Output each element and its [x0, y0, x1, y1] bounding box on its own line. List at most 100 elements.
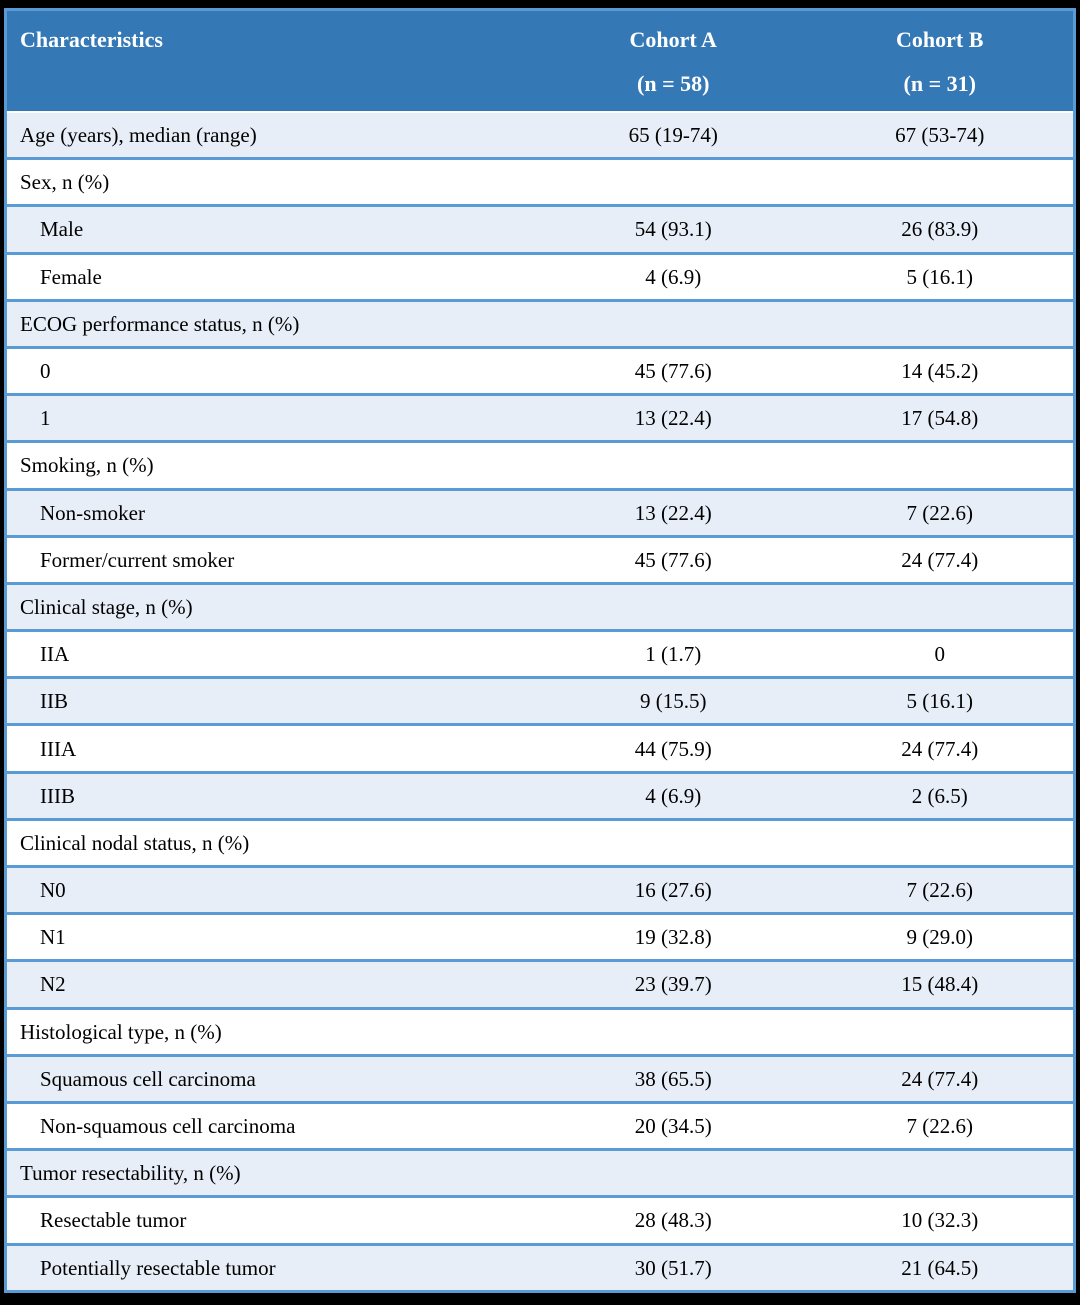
row-label: Clinical stage, n (%) [7, 581, 540, 631]
row-label: Tumor resectability, n (%) [7, 1148, 540, 1197]
table-row: Sex, n (%) [7, 157, 1073, 206]
cohort-b-value [806, 817, 1073, 867]
table-row: Resectable tumor 28 (48.3) 10 (32.3) [7, 1195, 1073, 1244]
cohort-b-value: 10 (32.3) [806, 1195, 1073, 1244]
table-row: Histological type, n (%) [7, 1006, 1073, 1056]
cohort-a-value: 65 (19-74) [540, 112, 807, 159]
cohort-a-value [540, 817, 807, 867]
characteristics-label: Characteristics [20, 27, 163, 52]
cohort-b-value [806, 581, 1073, 631]
row-label: IIIB [7, 770, 540, 820]
cohort-a-value: 30 (51.7) [540, 1242, 807, 1290]
cohort-a-n: (n = 58) [637, 71, 710, 96]
cohort-a-value [540, 157, 807, 206]
cohort-b-value: 26 (83.9) [806, 204, 1073, 254]
cohort-a-value: 38 (65.5) [540, 1053, 807, 1103]
row-label: Clinical nodal status, n (%) [7, 817, 540, 867]
table-row: Non-squamous cell carcinoma 20 (34.5) 7 … [7, 1100, 1073, 1150]
table-border: Characteristics Cohort A (n = 58) Cohort… [4, 8, 1076, 1293]
cohort-b-value: 5 (16.1) [806, 676, 1073, 725]
table-row: Female 4 (6.9) 5 (16.1) [7, 251, 1073, 301]
cohort-b-name: Cohort B [896, 27, 984, 52]
cohort-a-value: 44 (75.9) [540, 723, 807, 773]
row-label: 1 [7, 393, 540, 442]
cohort-a-value [540, 581, 807, 631]
cohort-b-value: 7 (22.6) [806, 1100, 1073, 1150]
row-label: N0 [7, 864, 540, 914]
cohort-a-value: 1 (1.7) [540, 629, 807, 678]
cohort-b-value: 2 (6.5) [806, 770, 1073, 820]
row-label: 0 [7, 345, 540, 395]
cohort-b-value [806, 1006, 1073, 1056]
cohort-b-value [806, 440, 1073, 489]
table-row: Squamous cell carcinoma 38 (65.5) 24 (77… [7, 1053, 1073, 1103]
cohort-b-value: 24 (77.4) [806, 723, 1073, 773]
row-label: N2 [7, 959, 540, 1009]
row-label: Non-squamous cell carcinoma [7, 1100, 540, 1150]
cohort-a-value [540, 440, 807, 489]
cohort-a-value [540, 1148, 807, 1197]
cohort-b-value: 7 (22.6) [806, 864, 1073, 914]
table-row: ECOG performance status, n (%) [7, 298, 1073, 348]
table-row: Male 54 (93.1) 26 (83.9) [7, 204, 1073, 254]
table-row: Tumor resectability, n (%) [7, 1148, 1073, 1197]
cohort-b-n: (n = 31) [903, 71, 976, 96]
cohort-a-value: 13 (22.4) [540, 393, 807, 442]
cohort-a-value [540, 1006, 807, 1056]
row-label: IIIA [7, 723, 540, 773]
table-row: N0 16 (27.6) 7 (22.6) [7, 864, 1073, 914]
table-row: IIIA 44 (75.9) 24 (77.4) [7, 723, 1073, 773]
table-row: N2 23 (39.7) 15 (48.4) [7, 959, 1073, 1009]
cohort-b-value: 14 (45.2) [806, 345, 1073, 395]
cohort-a-name: Cohort A [629, 27, 717, 52]
row-label: Former/current smoker [7, 534, 540, 584]
cohort-b-value [806, 1148, 1073, 1197]
table-row: Clinical nodal status, n (%) [7, 817, 1073, 867]
characteristics-table: Characteristics Cohort A (n = 58) Cohort… [7, 11, 1073, 1290]
table-row: Smoking, n (%) [7, 440, 1073, 489]
cohort-a-value: 23 (39.7) [540, 959, 807, 1009]
cohort-b-value: 17 (54.8) [806, 393, 1073, 442]
cohort-a-value: 28 (48.3) [540, 1195, 807, 1244]
table-row: 1 13 (22.4) 17 (54.8) [7, 393, 1073, 442]
table-body: Age (years), median (range) 65 (19-74) 6… [7, 112, 1073, 1290]
row-label: N1 [7, 912, 540, 961]
table-row: IIA 1 (1.7) 0 [7, 629, 1073, 678]
col-header-cohort-b: Cohort B (n = 31) [806, 11, 1073, 113]
row-label: IIA [7, 629, 540, 678]
cohort-a-value: 19 (32.8) [540, 912, 807, 961]
cohort-b-value: 5 (16.1) [806, 251, 1073, 301]
cohort-b-value: 7 (22.6) [806, 487, 1073, 537]
cohort-a-value: 4 (6.9) [540, 770, 807, 820]
cohort-b-value: 21 (64.5) [806, 1242, 1073, 1290]
row-label: Potentially resectable tumor [7, 1242, 540, 1290]
row-label: Resectable tumor [7, 1195, 540, 1244]
header-row: Characteristics Cohort A (n = 58) Cohort… [7, 11, 1073, 113]
row-label: IIB [7, 676, 540, 725]
cohort-a-value: 9 (15.5) [540, 676, 807, 725]
table-row: IIIB 4 (6.9) 2 (6.5) [7, 770, 1073, 820]
row-label: Non-smoker [7, 487, 540, 537]
cohort-a-value [540, 298, 807, 348]
row-label: Sex, n (%) [7, 157, 540, 206]
cohort-b-value: 24 (77.4) [806, 534, 1073, 584]
cohort-b-value [806, 298, 1073, 348]
table-row: Non-smoker 13 (22.4) 7 (22.6) [7, 487, 1073, 537]
col-header-characteristics: Characteristics [7, 11, 540, 113]
table-header: Characteristics Cohort A (n = 58) Cohort… [7, 11, 1073, 113]
cohort-b-value: 15 (48.4) [806, 959, 1073, 1009]
cohort-a-value: 45 (77.6) [540, 534, 807, 584]
cohort-a-value: 20 (34.5) [540, 1100, 807, 1150]
col-header-cohort-a: Cohort A (n = 58) [540, 11, 807, 113]
row-label: Male [7, 204, 540, 254]
table-row: N1 19 (32.8) 9 (29.0) [7, 912, 1073, 961]
table-row: IIB 9 (15.5) 5 (16.1) [7, 676, 1073, 725]
table-row: Potentially resectable tumor 30 (51.7) 2… [7, 1242, 1073, 1290]
cohort-a-value: 16 (27.6) [540, 864, 807, 914]
table-row: 0 45 (77.6) 14 (45.2) [7, 345, 1073, 395]
table-row: Former/current smoker 45 (77.6) 24 (77.4… [7, 534, 1073, 584]
row-label: Smoking, n (%) [7, 440, 540, 489]
cohort-b-value: 67 (53-74) [806, 112, 1073, 159]
row-label: Age (years), median (range) [7, 112, 540, 159]
